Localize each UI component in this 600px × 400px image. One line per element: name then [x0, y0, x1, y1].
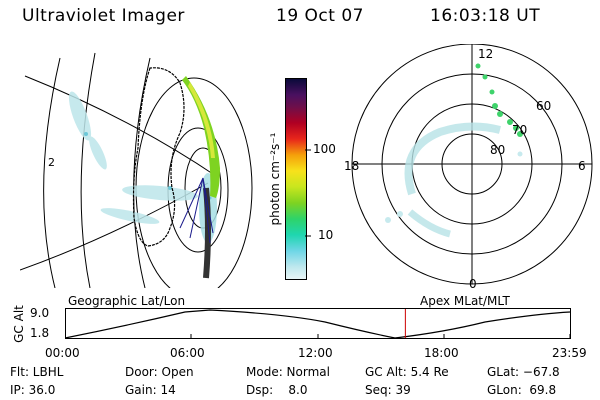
- altitude-curve: [65, 309, 571, 339]
- altitude-plot: [65, 308, 571, 339]
- observation-date: 19 Oct 07: [276, 6, 364, 26]
- colorbar-unit-label: photon cm⁻²s⁻¹: [268, 132, 282, 226]
- instrument-title: Ultraviolet Imager: [22, 6, 185, 26]
- grid-ellipse: [135, 77, 253, 288]
- geo-marker-label: 2: [48, 156, 55, 169]
- status-dsp: Dsp: 8.0: [246, 383, 308, 397]
- status-glon: GLon: 69.8: [487, 383, 557, 397]
- footpoint-lines: [179, 177, 214, 244]
- time-tick-0600: 06:00: [170, 346, 205, 360]
- colorbar-ticks: [305, 149, 311, 237]
- coastline: [132, 67, 185, 247]
- status-ip: IP: 36.0: [10, 383, 56, 397]
- observation-time: 16:03:18 UT: [430, 6, 541, 26]
- time-tick-1200: 12:00: [298, 346, 333, 360]
- polar-diffuse-aurora: [404, 122, 502, 196]
- colorbar-tick-100: 100: [313, 142, 336, 156]
- geographic-globe-view: 2: [20, 52, 253, 288]
- polar-diffuse-aurora: [407, 209, 451, 238]
- altitude-tick-1.8: 1.8: [30, 326, 50, 340]
- mlt-label-18: 18: [344, 159, 359, 173]
- green-aurora-arc: [182, 76, 220, 198]
- time-tick-2359: 23:59: [552, 346, 587, 360]
- time-tick-0000: 00:00: [45, 346, 80, 360]
- polar-green-aurora: [475, 63, 523, 137]
- status-filter: Flt: LBHL: [10, 365, 64, 379]
- altitude-axis-title: GC Alt: [12, 305, 26, 343]
- colorbar: [285, 78, 307, 280]
- mlat-label-60: 60: [536, 99, 551, 113]
- time-tick-1800: 18:00: [424, 346, 459, 360]
- yellow-aurora-core: [188, 82, 215, 158]
- mlat-label-70: 70: [512, 123, 527, 137]
- status-gain: Gain: 14: [125, 383, 176, 397]
- status-door: Door: Open: [125, 365, 194, 379]
- altitude-time-tick-marks: [65, 334, 571, 339]
- status-glat: GLat: −67.8: [487, 365, 560, 379]
- geographic-panel-label: Geographic Lat/Lon: [68, 294, 186, 308]
- mlat-label-80: 80: [490, 143, 505, 157]
- status-gc-alt: GC Alt: 5.4 Re: [365, 365, 449, 379]
- lat-grid-line: [24, 75, 217, 177]
- altitude-tick-9: 9.0: [30, 306, 50, 320]
- status-mode: Mode: Normal: [246, 365, 330, 379]
- lon-grid-line: [80, 52, 96, 288]
- mlt-label-12: 12: [478, 47, 493, 61]
- mlt-label-6: 6: [578, 159, 586, 173]
- mlt-label-0: 0: [469, 277, 477, 290]
- polar-panel-label: Apex MLat/MLT: [420, 294, 510, 308]
- lon-grid-line: [43, 57, 61, 288]
- polar-mlat-mlt-plot: 12 18 6 0 60 70 80: [344, 44, 593, 290]
- status-seq: Seq: 39: [365, 383, 411, 397]
- colorbar-tick-10: 10: [318, 228, 334, 242]
- polar-aurora-spots: [385, 151, 523, 223]
